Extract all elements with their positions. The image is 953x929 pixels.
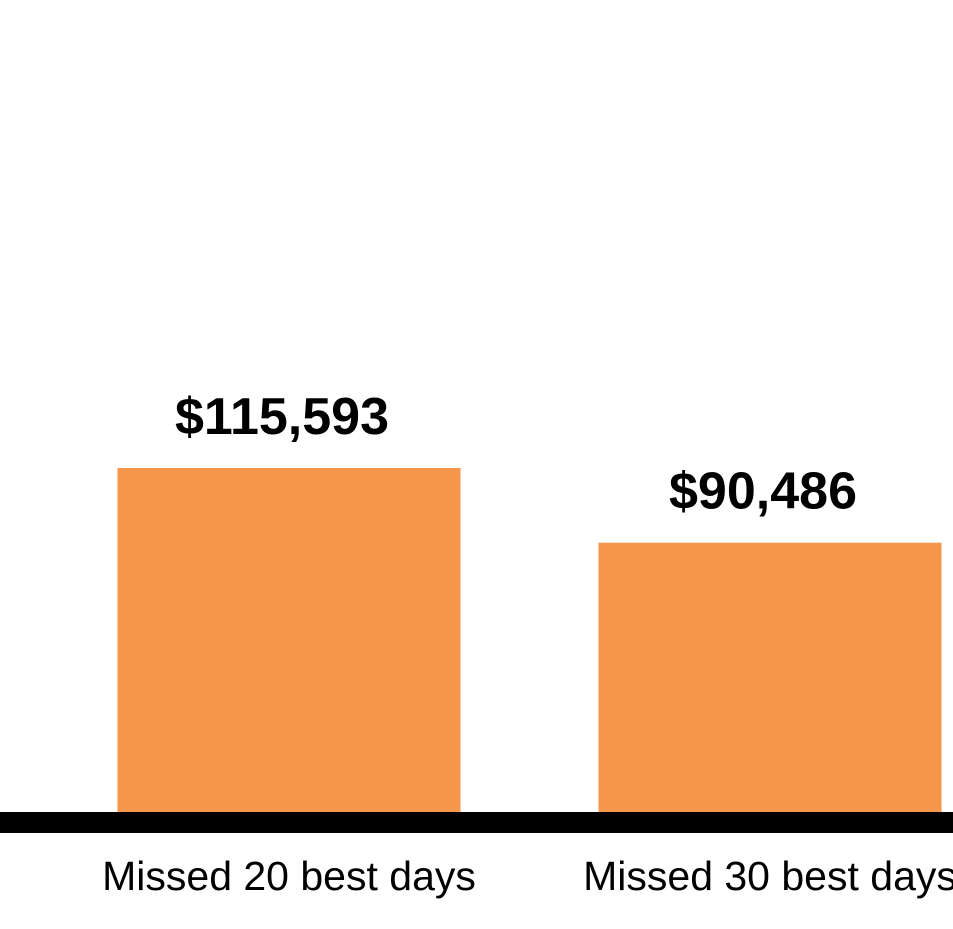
x-tick-label: Missed 20 best days xyxy=(102,853,476,899)
bar xyxy=(117,468,461,812)
value-label: $90,486 xyxy=(669,463,857,521)
value-label: $115,593 xyxy=(175,388,389,446)
axis-line xyxy=(0,812,953,833)
x-tick-label: Missed 30 best days xyxy=(583,853,953,899)
bar xyxy=(598,542,942,812)
